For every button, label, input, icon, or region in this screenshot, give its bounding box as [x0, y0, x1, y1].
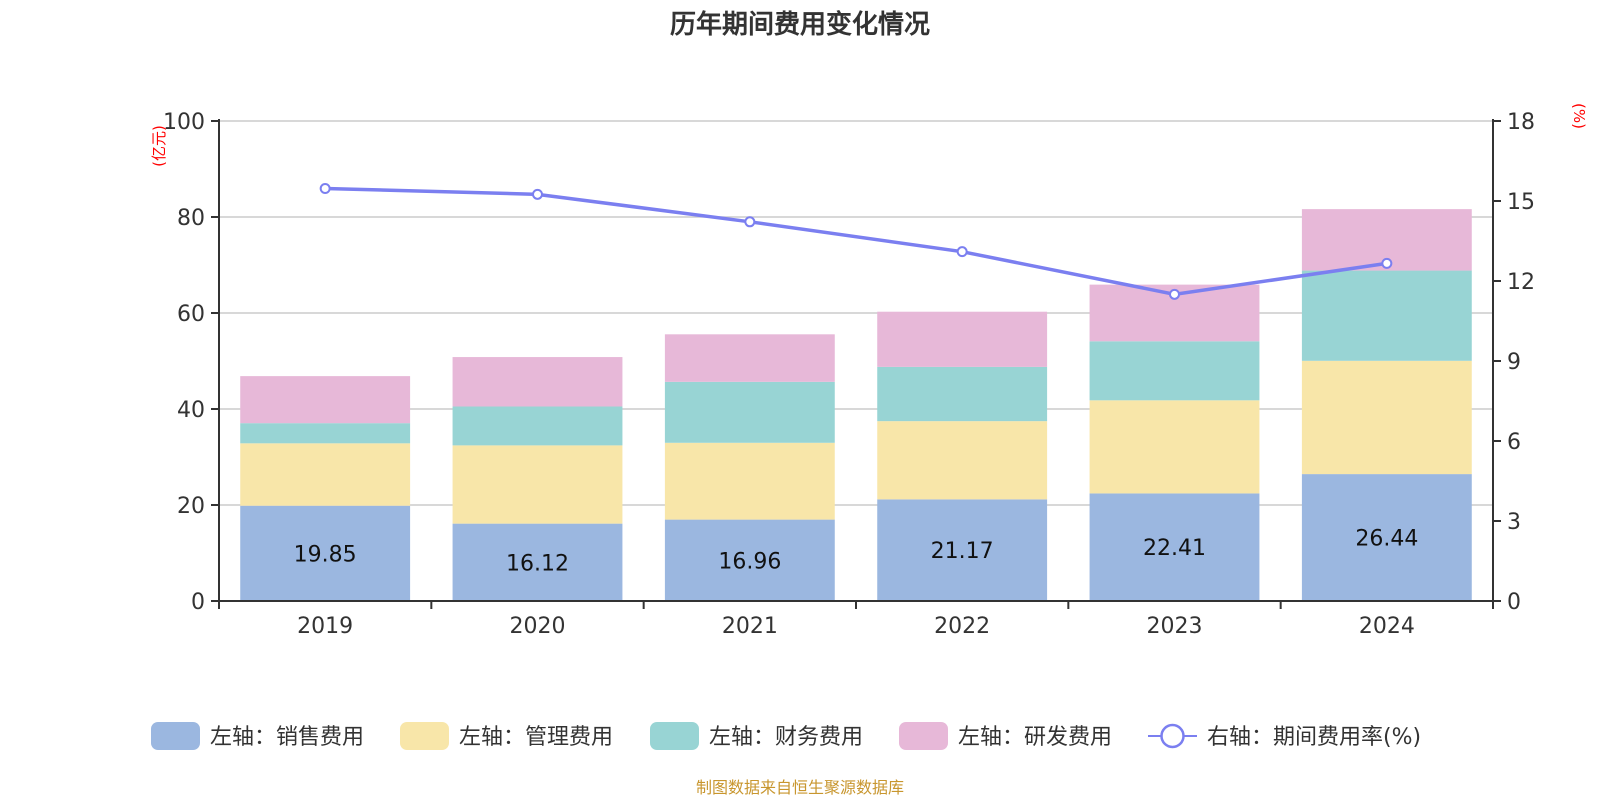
rate-point: [319, 182, 331, 194]
bar-segment: [240, 423, 411, 444]
left-axis-tick-label: 100: [163, 110, 205, 135]
legend-marker: [1160, 723, 1185, 749]
x-axis-label: 2019: [297, 614, 353, 639]
left-axis-tick-label: 20: [177, 494, 205, 519]
right-axis-tick-label: 12: [1507, 270, 1535, 295]
bar-value-label: 21.17: [931, 539, 994, 564]
right-axis-tick-label: 9: [1507, 350, 1521, 375]
legend-swatch: [899, 722, 948, 750]
x-axis-label: 2023: [1147, 614, 1203, 639]
legend-label: 右轴：期间费用率(%): [1207, 725, 1421, 750]
bar-value-label: 22.41: [1143, 536, 1206, 561]
bar-segment: [452, 445, 623, 524]
left-axis-tick-label: 60: [177, 302, 205, 327]
bar-segment: [877, 311, 1048, 367]
legend-label: 左轴：财务费用: [709, 725, 863, 750]
bar-segment: [452, 357, 623, 407]
bar-segment: [240, 505, 411, 601]
bar-segment: [664, 442, 835, 520]
bar-segment: [452, 406, 623, 446]
bar-segment: [877, 421, 1048, 500]
bar-segment: [877, 366, 1048, 422]
bar-value-label: 16.96: [718, 549, 781, 574]
left-axis-tick-label: 40: [177, 398, 205, 423]
legend-swatch: [400, 722, 449, 750]
bar-segment: [240, 443, 411, 506]
bar-segment: [664, 334, 835, 382]
bar-segment: [1089, 341, 1260, 401]
bar-value-label: 16.12: [506, 551, 569, 576]
x-axis-label: 2024: [1359, 614, 1415, 639]
x-axis-label: 2022: [934, 614, 990, 639]
x-axis-label: 2021: [722, 614, 778, 639]
bar-segment: [1301, 270, 1472, 361]
left-axis-unit: (亿元): [150, 125, 168, 167]
rate-point: [1381, 257, 1393, 269]
bar-segment: [1089, 493, 1260, 601]
bar-segment: [877, 499, 1048, 601]
bar-segment: [240, 376, 411, 424]
bar-value-label: 26.44: [1355, 527, 1418, 552]
right-axis-tick-label: 18: [1507, 110, 1535, 135]
bar-segment: [1301, 360, 1472, 475]
legend-label: 左轴：管理费用: [459, 725, 613, 750]
right-axis-unit: (%): [1570, 103, 1588, 129]
bar-segment: [664, 381, 835, 443]
bar-segment: [664, 519, 835, 601]
rate-point: [532, 188, 543, 200]
left-axis-tick-label: 80: [177, 206, 205, 231]
axes: 0 20 40 60 80 100 0 3 6 9 12 15 18 2019 2020 2021 2022 20…: [163, 110, 1535, 639]
x-axis-label: 2020: [510, 614, 566, 639]
rate-point: [956, 246, 968, 258]
rate-line-path: [325, 186, 1388, 297]
bar-value-label: 19.85: [294, 542, 357, 567]
bar-labels: 19.85 16.12 16.96 21.17 22.41 26.44: [294, 527, 1419, 577]
bars: [240, 209, 1472, 601]
data-source: 制图数据来自恒生聚源数据库: [696, 778, 904, 797]
gridlines: [219, 120, 1493, 506]
right-axis-tick-label: 6: [1507, 430, 1521, 455]
legend-swatch: [151, 722, 200, 750]
right-axis-tick-label: 0: [1507, 590, 1521, 615]
bar-segment: [1301, 474, 1472, 601]
legend: 左轴：销售费用 左轴：管理费用 左轴：财务费用 左轴：研发费用 右轴：期间费用率(%): [151, 722, 1421, 750]
right-axis-tick-label: 3: [1507, 510, 1521, 535]
right-axis-tick-label: 15: [1507, 190, 1535, 215]
legend-label: 左轴：研发费用: [958, 725, 1112, 750]
left-axis-tick-label: 0: [191, 590, 205, 615]
rate-point: [1169, 288, 1180, 300]
chart-title: 历年期间费用变化情况: [670, 9, 930, 40]
bar-segment: [1089, 400, 1260, 494]
legend-swatch: [650, 722, 699, 750]
rate-point: [744, 216, 756, 228]
rate-line: [319, 182, 1393, 300]
legend-label: 左轴：销售费用: [210, 725, 364, 750]
bar-segment: [452, 523, 623, 601]
